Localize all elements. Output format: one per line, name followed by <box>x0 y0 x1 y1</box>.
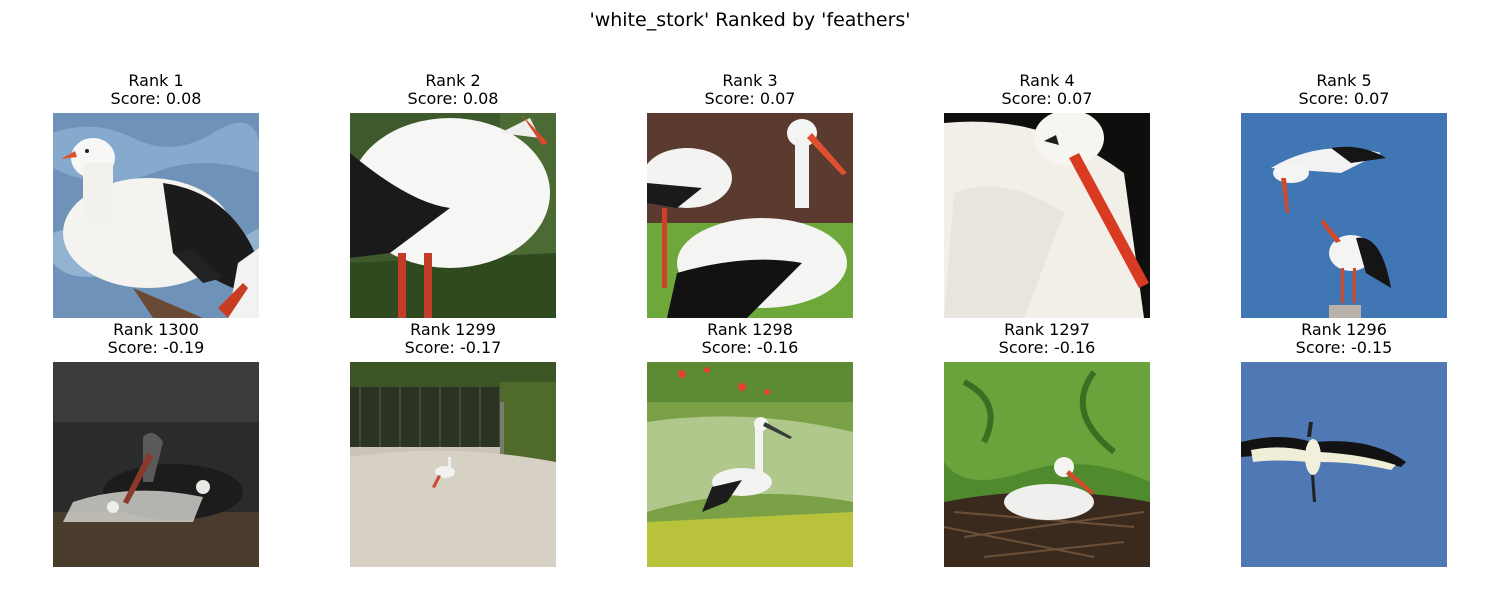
storks-standing-lawn-thumbnail <box>647 113 853 318</box>
stork-nest-foliage-thumbnail <box>944 362 1150 567</box>
rank-label: Rank 1297 <box>1004 320 1090 339</box>
rank-label: Rank 1300 <box>113 320 199 339</box>
stork-head-dark-background-thumbnail <box>944 113 1150 318</box>
score-label: Score: -0.17 <box>404 338 502 357</box>
cell-caption: Rank 5 Score: 0.07 <box>1201 72 1487 108</box>
rank-label: Rank 1296 <box>1301 320 1387 339</box>
cell-caption: Rank 1 Score: 0.08 <box>13 72 299 108</box>
stork-closeup-water-thumbnail <box>53 113 259 318</box>
dark-bird-water-thumbnail <box>53 362 259 567</box>
cell-caption: Rank 1296 Score: -0.15 <box>1201 321 1487 357</box>
two-storks-flying-sky-thumbnail <box>1241 113 1447 318</box>
score-label: Score: -0.16 <box>701 338 799 357</box>
score-label: Score: -0.16 <box>998 338 1096 357</box>
rank-label: Rank 1299 <box>410 320 496 339</box>
figure-title: 'white_stork' Ranked by 'feathers' <box>589 9 911 31</box>
rank-label: Rank 4 <box>1019 71 1075 90</box>
rank-label: Rank 2 <box>425 71 481 90</box>
score-label: Score: 0.07 <box>704 89 796 108</box>
rank-label: Rank 1298 <box>707 320 793 339</box>
rank-label: Rank 3 <box>722 71 778 90</box>
rank-label: Rank 5 <box>1316 71 1372 90</box>
score-label: Score: 0.07 <box>1001 89 1093 108</box>
cell-caption: Rank 3 Score: 0.07 <box>607 72 893 108</box>
score-label: Score: 0.07 <box>1298 89 1390 108</box>
score-label: Score: -0.19 <box>107 338 205 357</box>
stork-gravel-enclosure-thumbnail <box>350 362 556 567</box>
stork-soaring-sky-thumbnail <box>1241 362 1447 567</box>
cell-caption: Rank 4 Score: 0.07 <box>904 72 1190 108</box>
stork-flower-meadow-thumbnail <box>647 362 853 567</box>
score-label: Score: 0.08 <box>110 89 202 108</box>
cell-caption: Rank 1297 Score: -0.16 <box>904 321 1190 357</box>
stork-body-grass-thumbnail <box>350 113 556 318</box>
cell-caption: Rank 1300 Score: -0.19 <box>13 321 299 357</box>
score-label: Score: 0.08 <box>407 89 499 108</box>
rank-label: Rank 1 <box>128 71 184 90</box>
cell-caption: Rank 1299 Score: -0.17 <box>310 321 596 357</box>
score-label: Score: -0.15 <box>1295 338 1393 357</box>
cell-caption: Rank 1298 Score: -0.16 <box>607 321 893 357</box>
cell-caption: Rank 2 Score: 0.08 <box>310 72 596 108</box>
